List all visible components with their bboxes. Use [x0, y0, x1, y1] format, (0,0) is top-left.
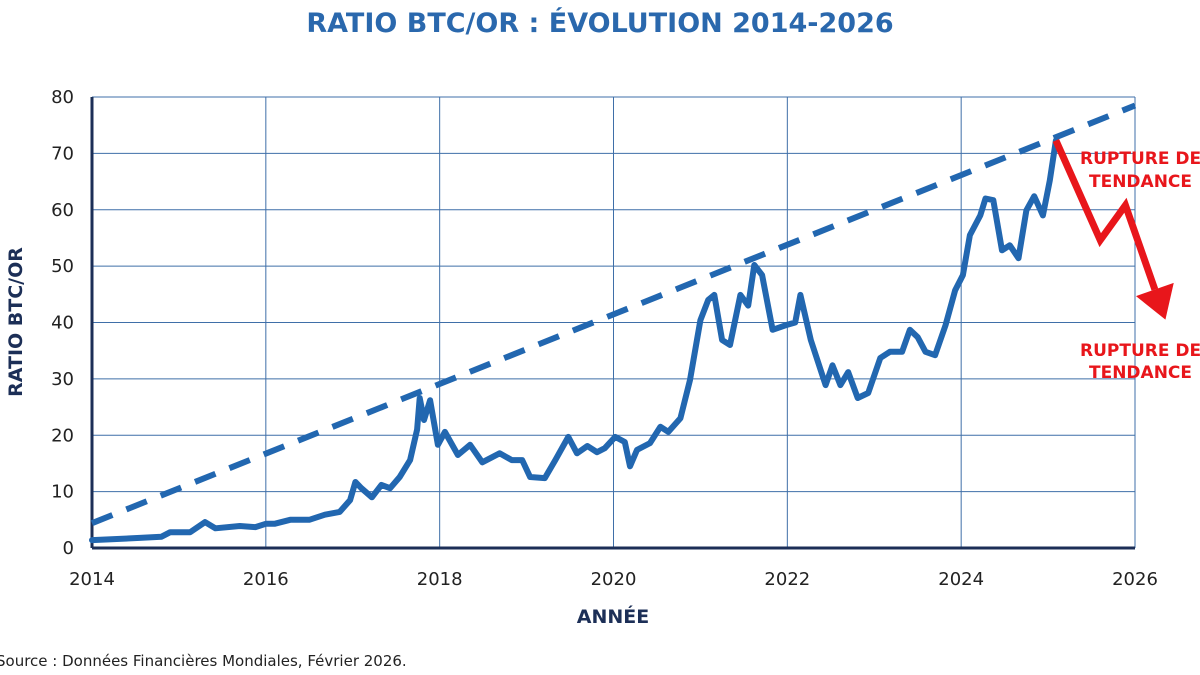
grid — [91, 96, 1136, 549]
y-tick-label: 80 — [51, 87, 74, 108]
y-tick-label: 30 — [51, 369, 74, 390]
annotation-label-2-line-2: TENDANCE — [1089, 363, 1192, 383]
annotation-label-1-line-1: RUPTURE DE — [1080, 149, 1200, 169]
source-note: Source : Données Financières Mondiales, … — [0, 652, 407, 670]
trend-line-dashed — [90, 102, 1137, 526]
downtrend-arrow — [1052, 138, 1174, 320]
x-tick-label: 2024 — [938, 569, 984, 590]
x-axis-label: ANNÉE — [577, 605, 649, 628]
y-tick-label: 40 — [51, 313, 74, 334]
y-tick-label: 0 — [63, 538, 74, 559]
chart-title: RATIO BTC/OR : ÉVOLUTION 2014-2026 — [306, 7, 893, 39]
x-tick-label: 2018 — [417, 569, 463, 590]
y-axis-label: RATIO BTC/OR — [5, 247, 27, 397]
x-tick-label: 2026 — [1112, 569, 1158, 590]
annotation-label-2-line-1: RUPTURE DE — [1080, 341, 1200, 361]
tick-labels: 0 10 20 30 40 50 60 70 80 2014 2016 2018 2020 2022 202… — [51, 87, 1158, 590]
y-tick-label: 50 — [51, 256, 74, 277]
y-tick-label: 10 — [51, 482, 74, 503]
y-tick-label: 20 — [51, 425, 74, 446]
x-tick-label: 2020 — [591, 569, 637, 590]
x-tick-label: 2016 — [243, 569, 289, 590]
arrow-shaft — [1052, 138, 1159, 291]
arrow-head — [1135, 282, 1174, 320]
series-line-btc-gold-ratio — [89, 137, 1059, 544]
annotation-label-1-line-2: TENDANCE — [1089, 172, 1192, 192]
x-tick-label: 2022 — [764, 569, 810, 590]
y-tick-label: 60 — [51, 200, 74, 221]
x-tick-label: 2014 — [69, 569, 115, 590]
y-tick-label: 70 — [51, 143, 74, 164]
